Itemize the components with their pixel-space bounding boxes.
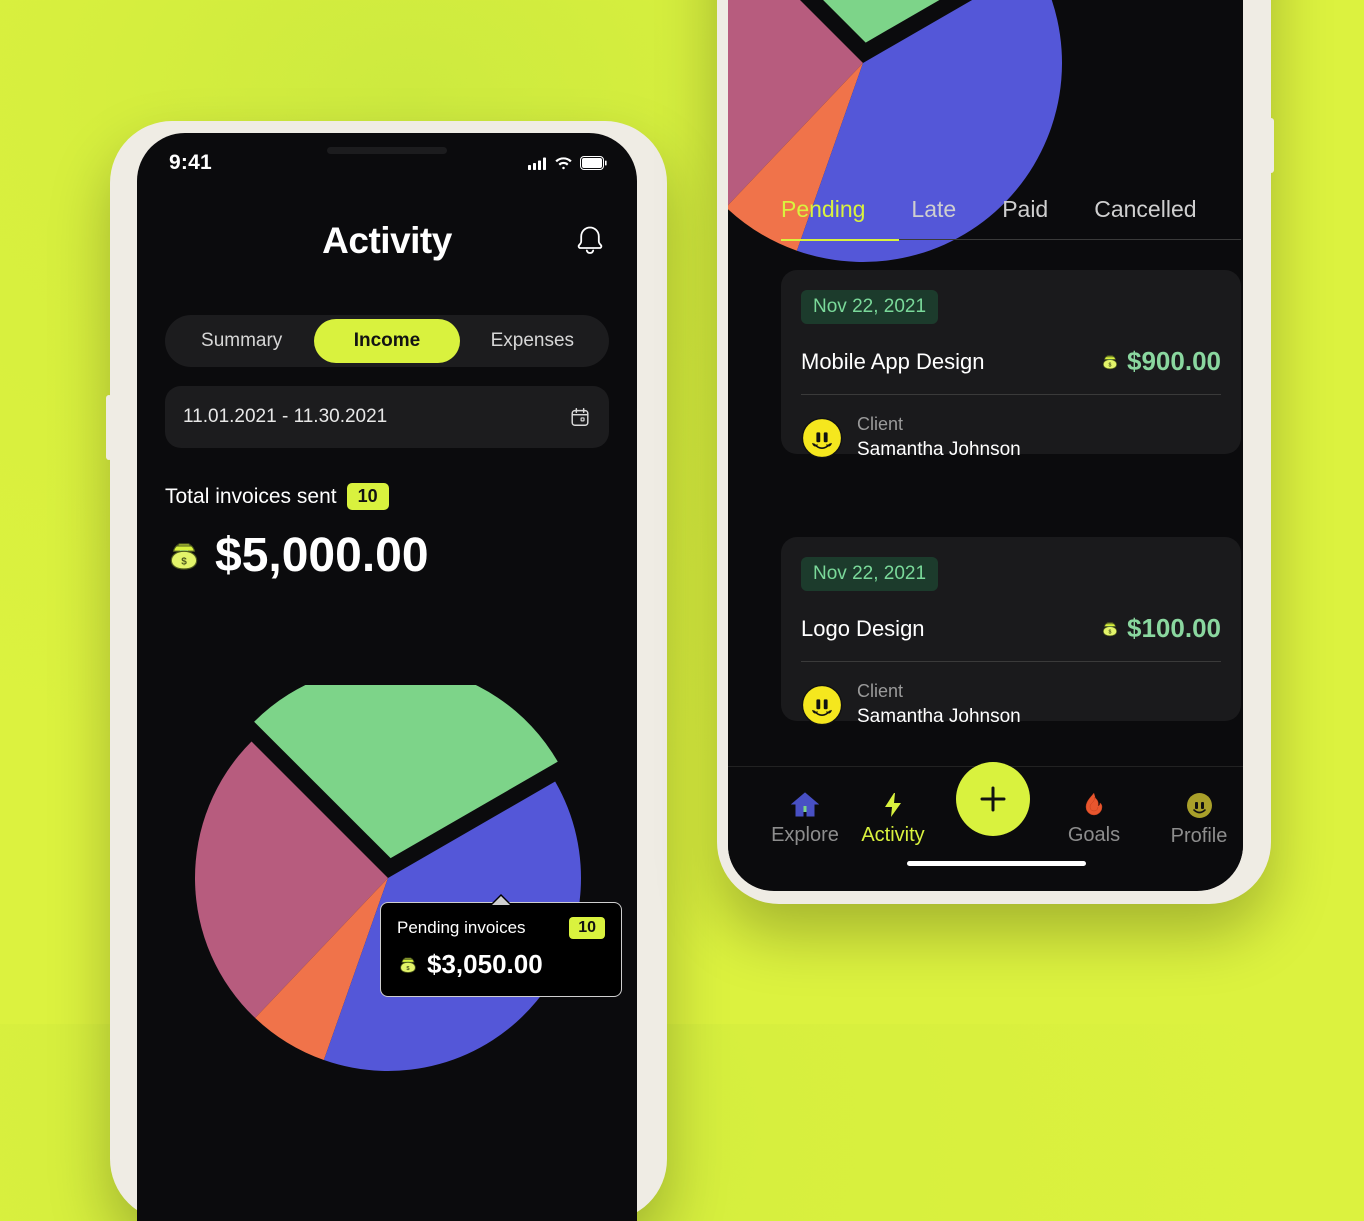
svg-text:$: $: [181, 556, 187, 567]
svg-text:$: $: [1109, 629, 1112, 635]
svg-text:$: $: [1109, 362, 1112, 368]
